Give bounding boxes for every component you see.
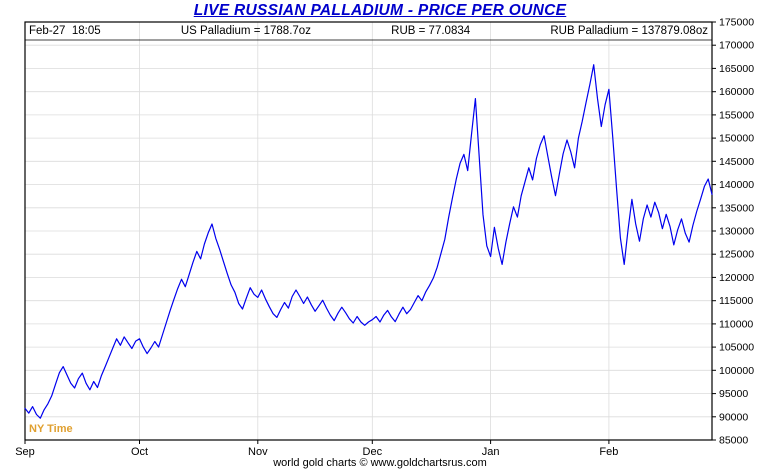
svg-text:160000: 160000 — [719, 86, 754, 98]
svg-text:175000: 175000 — [719, 17, 754, 29]
svg-text:150000: 150000 — [719, 133, 754, 145]
rub-rate-value: RUB = 77.0834 — [391, 25, 471, 37]
svg-text:110000: 110000 — [719, 318, 753, 330]
svg-text:Jan: Jan — [482, 446, 500, 458]
page-title: LIVE RUSSIAN PALLADIUM - PRICE PER OUNCE — [193, 2, 567, 19]
svg-text:140000: 140000 — [719, 179, 754, 191]
svg-text:Feb: Feb — [599, 446, 618, 458]
footer-credit: world gold charts © www.goldchartsrus.co… — [273, 457, 487, 469]
svg-text:90000: 90000 — [719, 411, 748, 423]
svg-text:170000: 170000 — [719, 40, 754, 52]
us-palladium-value: US Palladium = 1788.7oz — [180, 25, 311, 37]
svg-text:105000: 105000 — [719, 342, 754, 354]
rub-palladium-value: RUB Palladium = 137879.08oz — [550, 25, 708, 37]
svg-text:Oct: Oct — [131, 446, 148, 458]
svg-text:85000: 85000 — [719, 435, 748, 447]
quote-bar: Feb-27 18:05 US Palladium = 1788.7oz RUB… — [25, 25, 712, 37]
svg-text:Sep: Sep — [15, 446, 35, 458]
svg-text:Dec: Dec — [363, 446, 383, 458]
svg-text:Nov: Nov — [248, 446, 268, 458]
svg-text:135000: 135000 — [719, 202, 754, 214]
svg-text:95000: 95000 — [719, 388, 748, 400]
svg-text:145000: 145000 — [719, 156, 754, 168]
svg-text:120000: 120000 — [719, 272, 754, 284]
svg-text:100000: 100000 — [719, 365, 754, 377]
svg-text:130000: 130000 — [719, 226, 754, 238]
svg-text:125000: 125000 — [719, 249, 754, 261]
svg-text:115000: 115000 — [719, 295, 753, 307]
ny-time-label: NY Time — [29, 423, 73, 435]
timestamp-label: Feb-27 18:05 — [29, 25, 101, 37]
svg-text:155000: 155000 — [719, 109, 754, 121]
svg-text:165000: 165000 — [719, 63, 754, 75]
